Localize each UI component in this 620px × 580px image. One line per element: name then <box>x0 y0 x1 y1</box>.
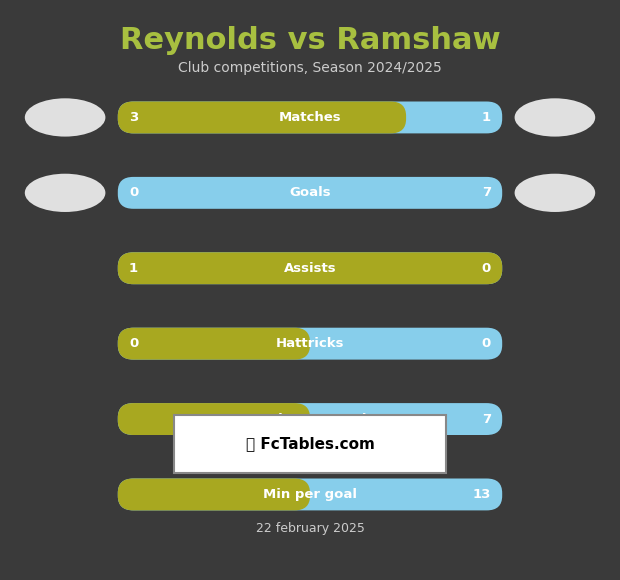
FancyBboxPatch shape <box>118 102 502 133</box>
Text: 3: 3 <box>129 111 138 124</box>
Text: Goals per match: Goals per match <box>249 412 371 426</box>
Text: Hattricks: Hattricks <box>276 337 344 350</box>
Text: 7: 7 <box>482 186 491 200</box>
Text: Min per goal: Min per goal <box>263 488 357 501</box>
FancyBboxPatch shape <box>118 478 502 510</box>
Ellipse shape <box>25 98 105 136</box>
Text: 🏆 FcTables.com: 🏆 FcTables.com <box>246 436 374 451</box>
Ellipse shape <box>515 98 595 136</box>
FancyBboxPatch shape <box>118 478 310 510</box>
FancyBboxPatch shape <box>118 328 310 360</box>
FancyBboxPatch shape <box>118 252 502 284</box>
Text: Matches: Matches <box>278 111 342 124</box>
FancyBboxPatch shape <box>118 403 502 435</box>
Text: Assists: Assists <box>284 262 336 275</box>
FancyBboxPatch shape <box>118 403 310 435</box>
Ellipse shape <box>515 174 595 212</box>
Text: Goals: Goals <box>289 186 331 200</box>
FancyBboxPatch shape <box>174 415 446 473</box>
Text: 7: 7 <box>482 412 491 426</box>
Text: 0: 0 <box>129 186 138 200</box>
Text: 0: 0 <box>482 262 491 275</box>
Text: 1: 1 <box>482 111 491 124</box>
Text: Club competitions, Season 2024/2025: Club competitions, Season 2024/2025 <box>178 61 442 75</box>
FancyBboxPatch shape <box>118 102 406 133</box>
FancyBboxPatch shape <box>118 252 502 284</box>
FancyBboxPatch shape <box>118 177 502 209</box>
FancyBboxPatch shape <box>118 328 502 360</box>
Text: 1: 1 <box>129 262 138 275</box>
Text: Reynolds vs Ramshaw: Reynolds vs Ramshaw <box>120 26 500 55</box>
Text: 0: 0 <box>482 337 491 350</box>
Text: 22 february 2025: 22 february 2025 <box>255 522 365 535</box>
Text: 13: 13 <box>472 488 491 501</box>
Ellipse shape <box>25 174 105 212</box>
Text: 0: 0 <box>129 337 138 350</box>
